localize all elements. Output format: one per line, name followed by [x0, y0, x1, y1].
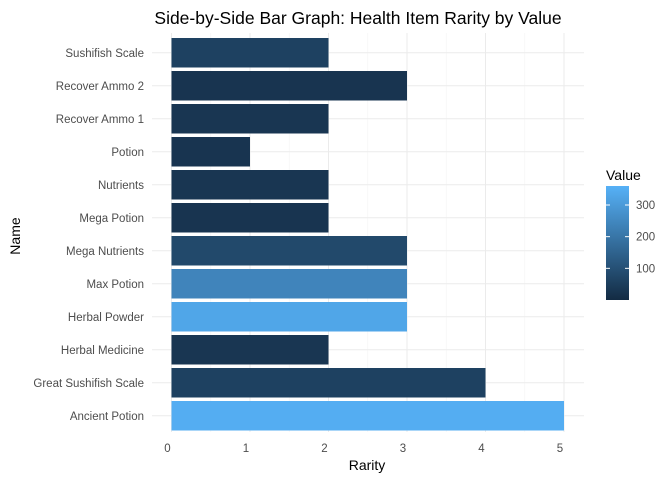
y-tick-label: Nutrients — [98, 180, 144, 192]
y-axis-title: Name — [7, 217, 23, 255]
y-tick-label: Max Potion — [86, 279, 144, 291]
legend-colorbar — [606, 186, 629, 300]
bar — [171, 236, 407, 266]
y-tick-label: Recover Ammo 2 — [56, 81, 144, 93]
bar — [171, 269, 407, 299]
chart-title: Side-by-Side Bar Graph: Health Item Rari… — [154, 8, 561, 28]
legend-title: Value — [606, 167, 641, 183]
y-tick-label: Herbal Medicine — [61, 345, 144, 357]
bar — [171, 302, 407, 332]
x-tick-label: 2 — [321, 443, 327, 455]
x-tick-label: 1 — [243, 443, 249, 455]
y-tick-label: Sushifish Scale — [65, 48, 144, 60]
y-tick-label: Mega Nutrients — [66, 246, 144, 258]
legend: Value 100 200 300 — [606, 167, 655, 300]
y-tick-label: Ancient Potion — [70, 411, 144, 423]
bar — [171, 38, 329, 68]
y-tick-label: Great Sushifish Scale — [33, 378, 144, 390]
x-tick-labels: 0 1 2 3 4 5 — [164, 443, 563, 455]
bar — [171, 368, 486, 398]
bar — [171, 401, 564, 431]
bar — [171, 203, 329, 233]
bar — [171, 335, 329, 365]
y-tick-label: Potion — [111, 147, 144, 159]
legend-ticks: 100 200 300 — [606, 200, 655, 275]
x-tick-label: 0 — [164, 443, 170, 455]
bar — [171, 137, 250, 167]
y-tick-label: Recover Ammo 1 — [56, 114, 144, 126]
x-tick-label: 5 — [557, 443, 563, 455]
bar — [171, 71, 407, 101]
x-axis-title: Rarity — [349, 457, 386, 473]
legend-tick-label: 300 — [636, 200, 655, 212]
x-tick-label: 3 — [400, 443, 406, 455]
bar — [171, 104, 329, 134]
legend-tick-label: 200 — [636, 232, 655, 244]
y-tick-label: Mega Potion — [79, 213, 144, 225]
bars — [171, 38, 564, 431]
bar — [171, 170, 329, 200]
y-tick-labels: Sushifish Scale Recover Ammo 2 Recover Amm… — [33, 48, 144, 423]
x-tick-label: 4 — [478, 443, 485, 455]
y-tick-label: Herbal Powder — [68, 312, 144, 324]
legend-tick-label: 100 — [636, 263, 655, 275]
